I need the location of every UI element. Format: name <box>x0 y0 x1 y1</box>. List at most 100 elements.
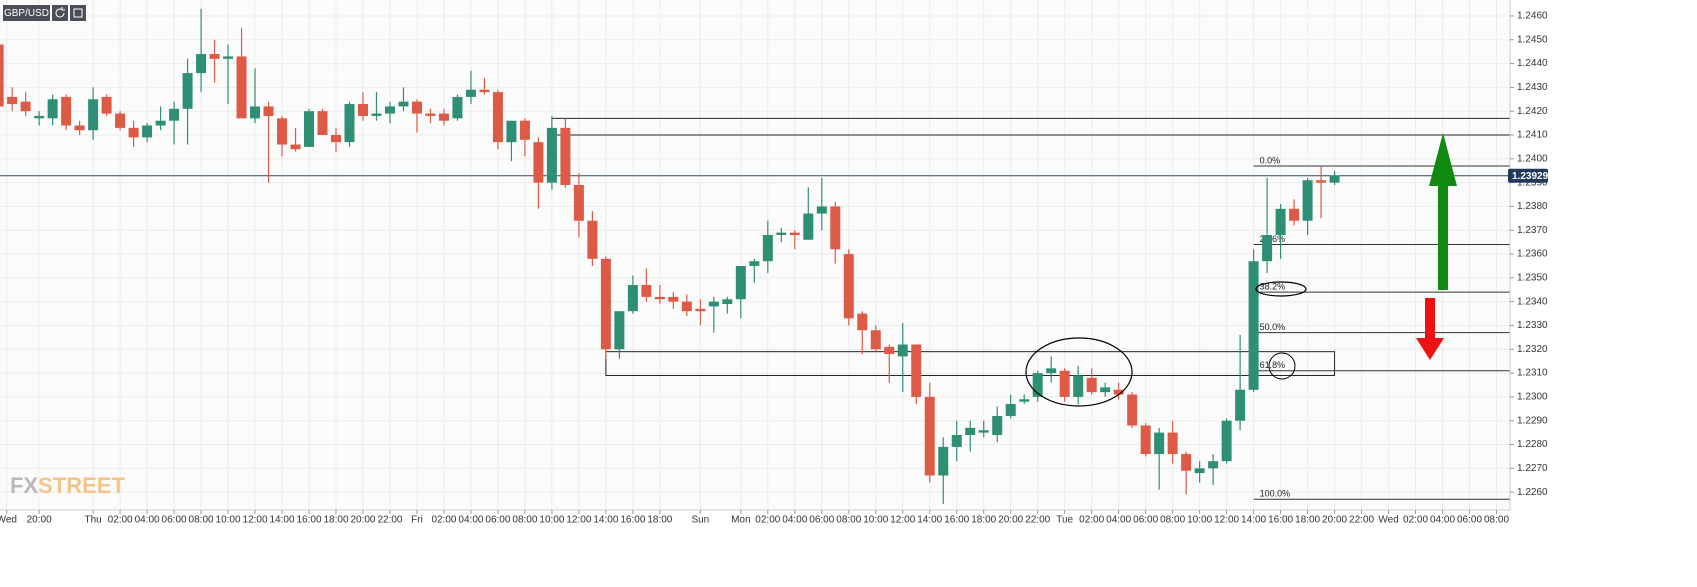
up-arrow <box>1429 133 1457 290</box>
x-tick-label: 18:00 <box>323 515 348 526</box>
x-tick-label: 14:00 <box>917 515 942 526</box>
candle-body <box>465 89 476 97</box>
candle-body <box>614 311 625 350</box>
y-tick-label: 1.2330 <box>1517 320 1548 331</box>
x-tick-label: 14:00 <box>593 515 618 526</box>
candle-body <box>857 313 868 331</box>
candle-body <box>115 113 126 128</box>
y-tick-label: 1.2380 <box>1517 201 1548 212</box>
candle-body <box>196 54 207 74</box>
candle-body <box>209 54 220 59</box>
x-tick-label: 04:00 <box>458 515 483 526</box>
zone <box>605 351 1336 376</box>
logo-a: FX <box>10 473 38 498</box>
candles <box>0 8 1340 505</box>
x-tick-label: 16:00 <box>620 515 645 526</box>
x-tick-label: Wed <box>0 515 17 526</box>
x-tick-label: 10:00 <box>1187 515 1212 526</box>
candle-body <box>870 330 881 350</box>
x-tick-label: 20:00 <box>998 515 1023 526</box>
candle-body <box>1275 208 1286 235</box>
candle-body <box>1181 454 1192 471</box>
x-tick-label: 10:00 <box>216 515 241 526</box>
x-tick-label: 04:00 <box>135 515 160 526</box>
y-tick-label: 1.2310 <box>1517 368 1548 379</box>
symbol: GBP/USD <box>4 8 49 19</box>
candle-body <box>142 125 153 138</box>
last-price-badge <box>1508 168 1548 183</box>
x-tick-label: Wed <box>1378 515 1398 526</box>
candle-body <box>1086 377 1097 393</box>
candle-body <box>1208 461 1219 469</box>
candle-body <box>47 99 58 119</box>
candle-body <box>776 232 787 235</box>
y-tick-label: 1.2290 <box>1517 415 1548 426</box>
logo-b: STREET <box>38 473 125 498</box>
y-tick-label: 1.2260 <box>1517 487 1548 498</box>
candle-body <box>1059 370 1070 397</box>
candle-body <box>587 220 598 259</box>
y-tick-label: 1.2390 <box>1517 177 1548 188</box>
x-tick-label: 02:00 <box>431 515 456 526</box>
candle-body <box>1113 389 1124 395</box>
candle-body <box>735 265 746 300</box>
x-tick-label: 22:00 <box>1025 515 1050 526</box>
candle-body <box>101 96 112 114</box>
candle-body <box>7 96 18 105</box>
x-tick-label: 04:00 <box>1430 515 1455 526</box>
refresh-icon <box>55 7 65 18</box>
candle-body <box>1100 387 1111 393</box>
candle-body <box>924 396 935 476</box>
x-tick-label: Thu <box>84 515 101 526</box>
ellipse <box>1255 281 1307 297</box>
y-tick-label: 1.2340 <box>1517 296 1548 307</box>
x-tick-label: 08:00 <box>512 515 537 526</box>
candle-body <box>0 44 4 107</box>
candle-body <box>560 127 571 185</box>
x-tick-label: 10:00 <box>863 515 888 526</box>
candle-body <box>425 113 436 116</box>
candle-body <box>789 232 800 235</box>
candle-body <box>668 296 679 302</box>
fib-label: 23.6% <box>1260 234 1286 244</box>
plot-area <box>0 0 1510 510</box>
x-tick-label: 06:00 <box>809 515 834 526</box>
candle-body <box>911 344 922 397</box>
candle-body <box>897 344 908 357</box>
candle-body <box>371 113 382 116</box>
candle-body <box>250 106 261 119</box>
candle-body <box>965 427 976 435</box>
candle-body <box>519 120 530 140</box>
candle-body <box>344 104 355 143</box>
candle-body <box>951 435 962 447</box>
settings-button[interactable] <box>70 5 86 21</box>
x-tick-label: 06:00 <box>162 515 187 526</box>
x-tick-label: 16:00 <box>1268 515 1293 526</box>
y-tick-label: 1.2320 <box>1517 344 1548 355</box>
x-tick-label: 08:00 <box>189 515 214 526</box>
x-tick-label: 12:00 <box>566 515 591 526</box>
candle-body <box>681 301 692 312</box>
down-arrow <box>1416 298 1444 360</box>
candle-body <box>1140 425 1151 455</box>
x-tick-label: 18:00 <box>971 515 996 526</box>
candle-body <box>182 73 193 109</box>
candle-body <box>1235 389 1246 421</box>
y-tick-label: 1.2300 <box>1517 392 1548 403</box>
x-tick-label: 12:00 <box>890 515 915 526</box>
candle-body <box>398 101 409 107</box>
candle-body <box>1154 432 1165 455</box>
candle-body <box>1005 404 1016 416</box>
x-tick-label: 22:00 <box>1349 515 1374 526</box>
candle-body <box>1329 175 1340 183</box>
x-tick-label: 06:00 <box>485 515 510 526</box>
candle-body <box>438 113 449 121</box>
fib-label: 0.0% <box>1260 155 1281 165</box>
candle-body <box>263 106 274 116</box>
circle <box>1268 352 1296 380</box>
fib-label: 38.2% <box>1260 282 1286 292</box>
candle-body <box>992 415 1003 435</box>
candle-body <box>492 92 503 143</box>
refresh-button[interactable] <box>52 5 68 21</box>
